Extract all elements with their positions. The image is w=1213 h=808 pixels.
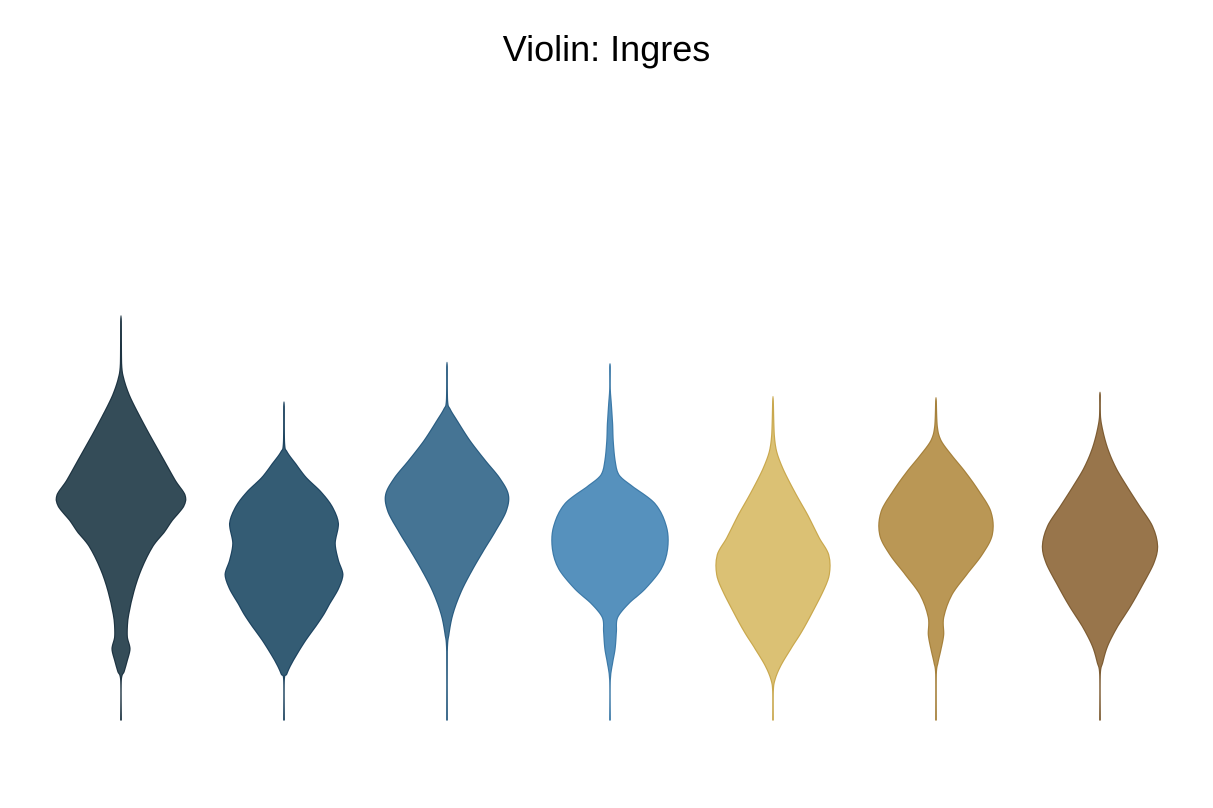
- violin-1: [55, 315, 187, 721]
- violin-3: [384, 361, 510, 721]
- violin-4: [551, 363, 669, 721]
- chart-title: Violin: Ingres: [502, 28, 711, 69]
- violin-5: [715, 395, 831, 721]
- violin-7: [1041, 391, 1159, 721]
- violin-2: [224, 401, 344, 721]
- violin-6: [878, 396, 994, 721]
